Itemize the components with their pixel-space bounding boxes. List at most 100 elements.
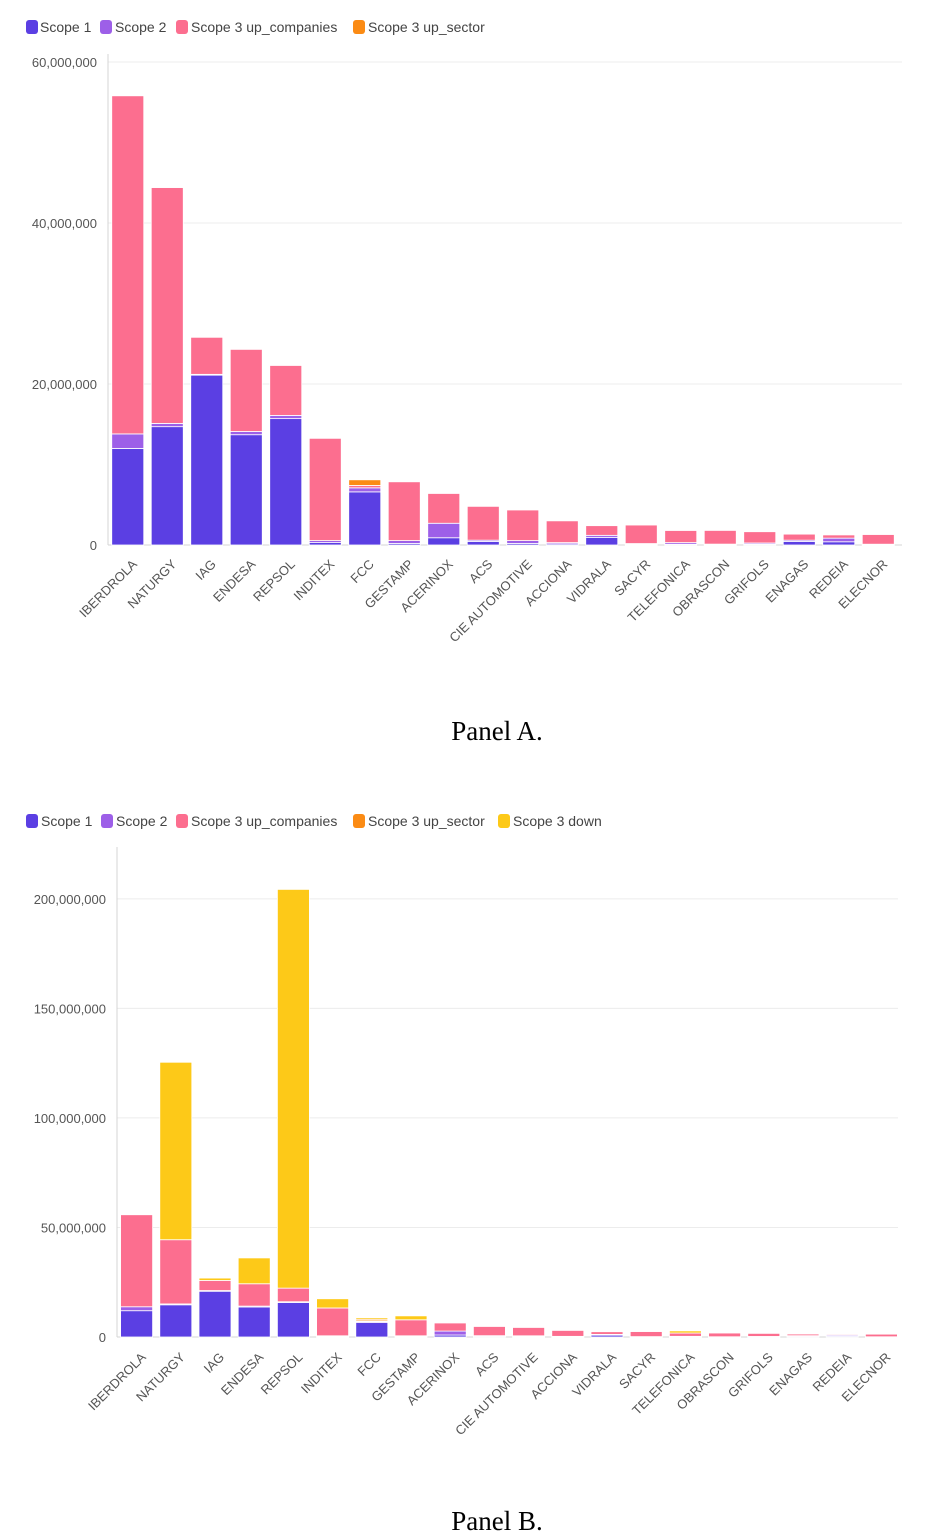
bar-inditex-scope-3-up-companies-a [308, 437, 342, 541]
x-tick-label-inditex-b: INDITEX [298, 1349, 345, 1396]
x-tick-label-acs-a: ACS [466, 556, 496, 586]
bar-acciona-scope-3-up-companies-a [545, 520, 579, 543]
bar-sacyr-scope-3-up-companies-a [624, 524, 658, 544]
legend-swatch-scope-2-a [100, 20, 112, 34]
bar-iberdrola-scope-3-up-companies-b [120, 1214, 153, 1308]
bar-repsol-scope-1-b [276, 1302, 310, 1338]
panel-caption-a: Panel A. [451, 716, 543, 746]
bar-endesa-scope-1-b [237, 1306, 271, 1338]
bar-gestamp-scope-2-a [387, 540, 421, 544]
bar-iberdrola-scope-2-b [120, 1306, 153, 1312]
bar-obrascon-scope-3-up-companies-b [708, 1332, 741, 1338]
bar-grifols-scope-3-up-companies-b [747, 1332, 781, 1337]
bar-grifols-scope-3-up-companies-a [743, 531, 777, 544]
y-tick-label-a-3: 60,000,000 [32, 55, 97, 70]
bar-vidrala-scope-3-up-companies-b [590, 1331, 624, 1335]
bar-naturgy-scope-1-b [159, 1304, 193, 1338]
y-tick-label-b-4: 200,000,000 [34, 892, 106, 907]
bar-naturgy-scope-3-down-b [159, 1061, 193, 1241]
bar-enagas-scope-1-a [782, 540, 816, 546]
chart-panel-a: Scope 1 Scope 2 Scope 3 up_companies Scope … [26, 19, 902, 746]
legend-swatch-scope-1-a [26, 20, 38, 34]
bar-naturgy-scope-1-a [150, 426, 184, 546]
x-tick-label-iberdrola-a: IBERDROLA [76, 556, 140, 620]
bar-vidrala-scope-3-up-companies-a [585, 525, 619, 536]
bar-iag-scope-1-b [198, 1290, 232, 1338]
bar-vidrala-scope-1-a [585, 536, 619, 546]
legend-label-scope-3-up-sector-b: Scope 3 up_sector [368, 813, 485, 829]
bar-endesa-scope-3-up-companies-a [229, 348, 263, 432]
x-tick-label-vidrala-a: VIDRALA [564, 556, 614, 606]
legend-label-scope-3-up-companies-b: Scope 3 up_companies [191, 813, 337, 829]
bar-endesa-scope-1-a [229, 434, 263, 546]
bar-repsol-scope-1-a [269, 418, 303, 546]
x-tick-label-iag-a: IAG [192, 557, 218, 583]
bar-redeia-scope-2-a [822, 537, 856, 543]
chart-panel-b: Scope 1 Scope 2 Scope 3 up_companies Scope … [26, 813, 898, 1535]
bar-repsol-scope-3-down-b [276, 888, 310, 1289]
legend-label-scope-3-down-b: Scope 3 down [513, 813, 602, 829]
bar-enagas-scope-3-up-companies-b [786, 1333, 820, 1337]
y-tick-label-a-1: 20,000,000 [32, 377, 97, 392]
x-tick-label-endesa-b: ENDESA [218, 1349, 267, 1398]
legend-swatch-scope-3-up-companies-a [176, 20, 188, 34]
bar-naturgy-scope-2-a [150, 423, 184, 428]
bar-fcc-scope-1-b [355, 1322, 389, 1338]
legend-label-scope-3-up-companies-a: Scope 3 up_companies [191, 19, 337, 35]
y-tick-label-b-3: 150,000,000 [34, 1001, 106, 1016]
bar-acs-scope-1-a [466, 540, 500, 546]
bar-endesa-scope-3-down-b [237, 1257, 271, 1285]
y-tick-label-a-0: 0 [90, 538, 97, 553]
x-tick-label-fcc-b: FCC [354, 1350, 383, 1379]
legend-swatch-scope-2-b [101, 814, 113, 828]
bar-telefonica-scope-3-down-b [669, 1330, 702, 1334]
bar-redeia-scope-1-a [822, 541, 856, 546]
bar-gestamp-scope-3-down-b [394, 1315, 428, 1321]
bar-iberdrola-scope-3-up-companies-a [111, 95, 145, 435]
legend-swatch-scope-3-down-b [498, 814, 510, 828]
bar-cie-automotive-scope-3-up-companies-a [506, 509, 540, 541]
bar-iberdrola-scope-1-b [120, 1310, 153, 1338]
legend-label-scope-1-b: Scope 1 [41, 813, 93, 829]
x-tick-label-endesa-a: ENDESA [210, 556, 259, 605]
bar-fcc-scope-2-a [348, 487, 382, 493]
y-tick-label-a-2: 40,000,000 [32, 216, 97, 231]
bar-acerinox-scope-3-up-companies-a [427, 493, 461, 524]
legend-swatch-scope-3-up-sector-b [353, 814, 365, 828]
bar-fcc-scope-3-down-b [355, 1317, 389, 1320]
bar-iag-scope-1-a [190, 374, 224, 546]
bar-endesa-scope-2-a [229, 431, 263, 436]
legend-swatch-scope-1-b [26, 814, 38, 828]
x-tick-label-iberdrola-b: IBERDROLA [85, 1349, 149, 1413]
bar-iag-scope-3-down-b [198, 1277, 232, 1281]
bar-elecnor-scope-3-up-companies-b [865, 1333, 898, 1338]
bar-fcc-scope-3-up-sector-a [348, 479, 382, 486]
bar-inditex-scope-3-up-companies-b [316, 1307, 350, 1337]
bar-telefonica-scope-3-up-companies-b [669, 1332, 702, 1337]
bar-iberdrola-scope-1-a [111, 447, 145, 546]
bar-acs-scope-3-up-companies-a [466, 505, 500, 541]
bar-redeia-scope-3-up-companies-a [822, 534, 856, 539]
bar-elecnor-scope-3-up-companies-a [861, 534, 895, 545]
legend-label-scope-2-a: Scope 2 [115, 19, 167, 35]
bar-acerinox-scope-2-a [427, 522, 461, 539]
x-tick-label-inditex-a: INDITEX [290, 556, 337, 603]
bar-enagas-scope-3-up-companies-a [782, 533, 816, 541]
bar-iag-scope-3-up-companies-a [190, 336, 224, 375]
bar-sacyr-scope-3-up-companies-b [629, 1331, 663, 1338]
bar-gestamp-scope-3-up-companies-a [387, 481, 421, 541]
legend-swatch-scope-3-up-companies-b [176, 814, 188, 828]
panel-caption-b: Panel B. [451, 1506, 543, 1535]
y-tick-label-b-2: 100,000,000 [34, 1111, 106, 1126]
legend-swatch-scope-3-up-sector-a [353, 20, 365, 34]
bar-acciona-scope-3-up-companies-b [551, 1330, 585, 1337]
bar-repsol-scope-3-up-companies-a [269, 365, 303, 416]
bar-naturgy-scope-3-up-companies-a [150, 187, 184, 424]
legend-label-scope-3-up-sector-a: Scope 3 up_sector [368, 19, 485, 35]
x-tick-label-repsol-a: REPSOL [250, 557, 298, 605]
bar-naturgy-scope-3-up-companies-b [159, 1239, 193, 1305]
bar-redeia-scope-3-up-companies-b [825, 1333, 859, 1336]
x-tick-label-iag-b: IAG [201, 1350, 227, 1376]
bar-acerinox-scope-1-a [427, 537, 461, 546]
bar-acerinox-scope-3-up-companies-b [433, 1322, 467, 1332]
